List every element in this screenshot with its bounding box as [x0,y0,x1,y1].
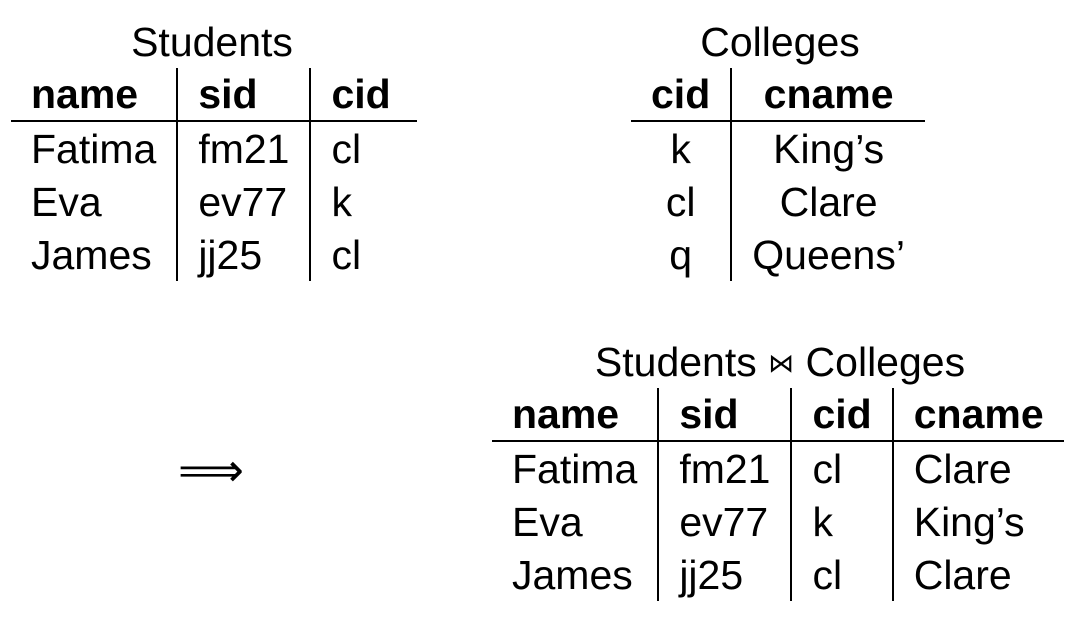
colleges-cell: King’s [730,121,925,175]
students-cell: Eva [31,178,102,225]
table-row: k King’s [631,121,925,175]
join-cell: Clare [891,441,1064,495]
join-cell: ev77 [657,495,792,548]
students-cell: ev77 [176,175,311,228]
students-cell: cl [309,121,417,175]
colleges-cell: cl [665,178,696,225]
table-row: q Queens’ [631,228,925,281]
join-table: name sid cid cname Fatima fm21 cl Clare … [492,388,1064,601]
join-col-sid: sid [657,388,792,442]
join-cell: k [790,495,893,548]
students-cell: James [31,231,152,278]
table-row: cl Clare [631,175,925,228]
students-header-row: name sid cid [11,68,417,122]
colleges-header-row: cid cname [631,68,925,122]
students-cell: k [309,175,417,228]
join-col-cid: cid [790,388,893,442]
table-row: Eva ev77 k King’s [492,495,1064,548]
students-cell: fm21 [176,121,311,175]
students-cell: jj25 [176,228,311,281]
students-cell: Fatima [31,125,157,172]
students-table: name sid cid Fatima fm21 cl Eva ev77 k J… [11,68,417,281]
colleges-cell: q [669,231,693,278]
table-row: James jj25 cl [11,228,417,281]
join-cell: Eva [512,498,583,545]
join-cell: cl [790,441,893,495]
colleges-col-cname: cname [730,68,925,122]
students-cell: cl [309,228,417,281]
join-title-right: Colleges [805,339,966,385]
colleges-title: Colleges [700,19,860,65]
colleges-table: cid cname k King’s cl Clare q Queens’ [631,68,925,281]
implies-arrow-icon: ⟹ [178,443,244,497]
join-cell: Fatima [512,445,638,492]
students-relation: name sid cid Fatima fm21 cl Eva ev77 k J… [11,68,417,281]
colleges-cell: Queens’ [730,228,925,281]
students-col-cid: cid [309,68,417,122]
join-cell: jj25 [657,548,792,601]
join-title: Students ⋈ Colleges [595,340,965,386]
colleges-col-cid: cid [631,68,732,122]
natural-join-icon: ⋈ [768,349,795,379]
students-col-name: name [11,68,178,122]
colleges-relation: cid cname k King’s cl Clare q Queens’ [631,68,925,281]
table-row: James jj25 cl Clare [492,548,1064,601]
students-title: Students [131,19,293,65]
join-cell: Clare [891,548,1064,601]
colleges-cell: k [670,125,691,172]
join-title-left: Students [594,339,757,385]
join-cell: cl [790,548,893,601]
students-col-sid: sid [176,68,311,122]
table-row: Eva ev77 k [11,175,417,228]
table-row: Fatima fm21 cl Clare [492,441,1064,495]
join-cell: fm21 [657,441,792,495]
join-cell: James [512,551,633,598]
join-relation: name sid cid cname Fatima fm21 cl Clare … [492,388,1064,601]
join-col-cname: cname [891,388,1064,442]
colleges-cell: Clare [730,175,925,228]
join-col-name: name [492,388,659,442]
table-row: Fatima fm21 cl [11,121,417,175]
join-cell: King’s [891,495,1064,548]
join-header-row: name sid cid cname [492,388,1064,442]
